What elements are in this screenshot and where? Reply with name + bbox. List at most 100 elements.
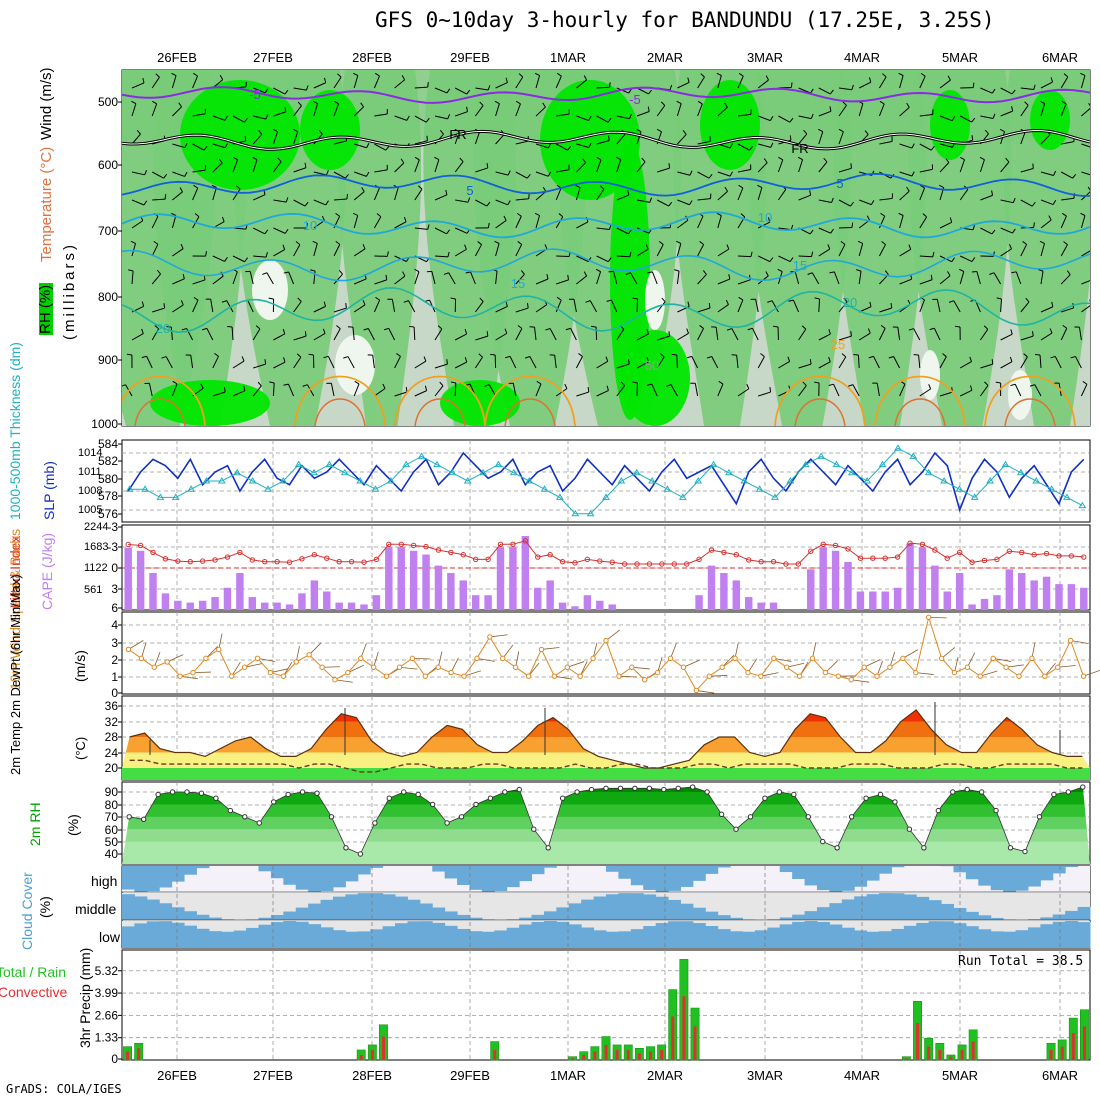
thickness-point-8 (248, 477, 257, 484)
barb-flag-9-4 (325, 200, 329, 206)
thickness-point-32 (617, 477, 626, 484)
barb-flag-38-4 (906, 186, 910, 192)
barb-13-9 (388, 328, 396, 341)
li-point-41 (634, 561, 640, 567)
cloud-low-bar-46 (692, 923, 706, 948)
date-top-4MAR: 4MAR (844, 50, 880, 65)
li-point-47 (708, 547, 715, 553)
barb-9-0 (313, 82, 326, 89)
barb-flag-20-10 (524, 356, 531, 359)
barb-flag-20-11 (536, 380, 542, 385)
precip-conv-bar-42 (593, 1051, 597, 1060)
cloud-low-bar-44 (668, 921, 681, 948)
wind-point-21 (396, 664, 403, 670)
barb-flag-23-10 (605, 356, 609, 362)
barb-flag-25-8 (632, 297, 638, 300)
barb-8-7 (288, 271, 295, 285)
rh-point-17 (372, 820, 378, 826)
rh-point-59 (978, 789, 985, 795)
barb-23-7 (596, 271, 602, 285)
barb-8-9 (293, 335, 307, 341)
barb-25-10 (636, 361, 649, 369)
cloud-low-bar-21 (382, 926, 396, 948)
barb-34-10 (818, 361, 831, 369)
cape-bar-19 (360, 604, 368, 610)
wind-point-54 (822, 669, 829, 676)
wind-point-22 (409, 655, 416, 662)
barb-33-3 (798, 159, 804, 173)
barb-1-1 (151, 103, 158, 117)
barb-flag-17-0 (487, 85, 491, 91)
wind-tick-3: 1 (111, 670, 118, 684)
cloud-mid-bar-23 (407, 899, 421, 920)
barb-flag-4-3 (218, 158, 223, 164)
cloud-low-bar-64 (916, 922, 930, 948)
barb-flag-47-6 (1091, 245, 1093, 250)
barb-flag-6-5 (264, 229, 269, 235)
barb-flag-4-1 (224, 115, 228, 121)
barb-flag-38-11 (900, 380, 906, 385)
barb-32-4 (777, 189, 787, 201)
barb-27-9 (677, 332, 689, 341)
rh-point-63 (1036, 814, 1043, 820)
li-point-46 (696, 556, 702, 563)
barb-5-1 (232, 115, 245, 123)
barb-flag-42-1 (992, 113, 996, 119)
barb-39-3 (919, 168, 933, 173)
thickness-point-28 (556, 493, 564, 500)
li-point-69 (981, 557, 988, 564)
barb-flag-41-2 (971, 135, 974, 141)
thickness-point-61 (1063, 493, 1071, 500)
barb-24-4 (616, 194, 630, 201)
barb-flag-42-11 (984, 381, 989, 386)
barb-30-4 (737, 187, 744, 201)
barb-flag-32-1 (789, 117, 794, 123)
barb-flag-17-9 (486, 331, 489, 337)
barb-flag-31-1 (769, 116, 774, 121)
rh-tick-0: 90 (105, 785, 119, 799)
barb-3-4 (192, 187, 199, 201)
cloud-high-bar-72 (1015, 866, 1029, 891)
li-point-61 (882, 555, 888, 561)
barb-32-6 (778, 255, 791, 263)
barb-flag-6-11 (257, 381, 262, 387)
barb-18-0 (495, 82, 508, 89)
contour-label-5: 5 (836, 176, 843, 191)
barb-41-4 (959, 189, 969, 201)
barb-4-8 (210, 299, 214, 313)
barb-flag-19-10 (505, 355, 511, 359)
barb-flag-42-0 (991, 88, 996, 94)
barb-41-10 (959, 361, 972, 369)
barb-42-4 (980, 194, 993, 201)
barb-28-6 (697, 244, 705, 257)
rh-bright-1 (300, 90, 360, 170)
barb-22-10 (575, 356, 583, 369)
cloud-high-bar-2 (146, 866, 160, 892)
rh-point-57 (950, 789, 956, 795)
wind-point-62 (925, 614, 932, 621)
barb-28-9 (697, 328, 704, 341)
barb-36-9 (858, 332, 871, 341)
cloud-low-bar-38 (593, 930, 607, 948)
cloud-high-bar-40 (618, 866, 632, 879)
li-point-9 (237, 549, 243, 556)
cloud-high-bar-44 (668, 866, 681, 891)
cloud-mid-bar-47 (705, 911, 719, 920)
contour-label-11: 20 (843, 295, 857, 310)
wind-point-68 (1003, 664, 1009, 670)
rh-point-39 (689, 784, 696, 790)
cape-bar-63 (906, 543, 914, 610)
li-point-25 (435, 547, 442, 553)
cloud-mid-bar-14 (295, 907, 309, 920)
barb-46-2 (1061, 141, 1075, 145)
barb-17-3 (475, 167, 488, 173)
barb-37-2 (879, 140, 893, 145)
li-point-32 (522, 538, 529, 544)
li-point-18 (348, 558, 355, 565)
barb-flag-0-11 (122, 384, 126, 387)
barb-flag-45-4 (1052, 199, 1057, 205)
barb-flag-26-7 (647, 271, 653, 274)
barb-33-6 (798, 255, 812, 258)
barb-flag-43-11 (995, 381, 1001, 384)
